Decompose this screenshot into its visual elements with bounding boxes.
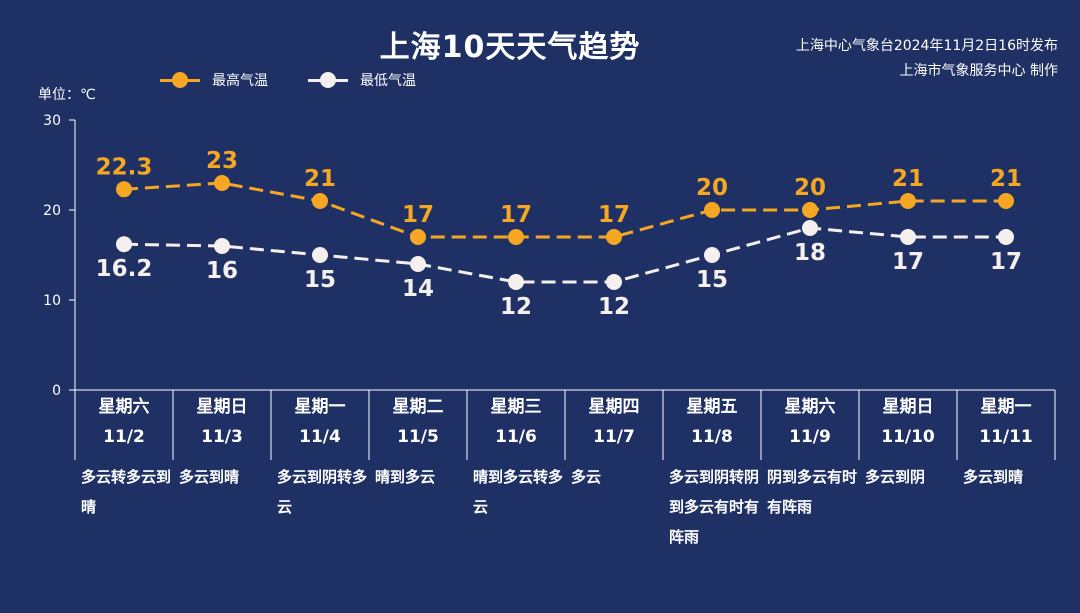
data-label-high: 17 <box>598 202 630 228</box>
data-point-low <box>116 236 132 253</box>
data-label-high: 20 <box>696 175 728 201</box>
weather-description: 多云到阴转阴到多云有时有阵雨 <box>669 468 760 546</box>
weekday-label: 星期四 <box>588 397 640 417</box>
data-point-high <box>116 181 132 198</box>
data-label-low: 16 <box>206 258 238 284</box>
weather-description: 多云转多云到晴 <box>81 468 172 516</box>
source-line-1: 上海中心气象台2024年11月2日16时发布 <box>795 38 1058 54</box>
weekday-label: 星期日 <box>882 397 934 417</box>
data-point-high <box>802 202 818 218</box>
data-label-low: 14 <box>402 276 434 302</box>
data-label-high: 21 <box>990 166 1022 192</box>
legend-label-high: 最高气温 <box>212 73 268 89</box>
data-point-low <box>704 247 720 263</box>
weekday-label: 星期五 <box>686 397 738 417</box>
data-label-low: 17 <box>990 249 1022 275</box>
data-label-high: 21 <box>304 166 336 192</box>
date-label: 11/8 <box>691 427 733 447</box>
y-tick-label: 10 <box>43 293 61 309</box>
data-label-high: 23 <box>206 148 238 174</box>
weekday-label: 星期二 <box>392 397 444 417</box>
date-label: 11/10 <box>881 427 935 447</box>
day-header: 星期六 11/2 <box>75 392 173 452</box>
legend-item-high: 最高气温 <box>160 70 268 90</box>
data-point-high <box>900 193 916 209</box>
day-header: 星期二 11/5 <box>369 392 467 452</box>
data-point-low <box>508 274 524 290</box>
legend-item-low: 最低气温 <box>308 70 416 90</box>
day-header: 星期三 11/6 <box>467 392 565 452</box>
data-label-high: 20 <box>794 175 826 201</box>
data-point-low <box>410 256 426 272</box>
legend-swatch-low <box>308 70 348 90</box>
data-point-high <box>312 193 328 209</box>
data-label-high: 21 <box>892 166 924 192</box>
legend-swatch-high <box>160 70 200 90</box>
chart-legend: 最高气温 最低气温 <box>160 70 416 90</box>
data-point-low <box>802 220 818 236</box>
data-point-low <box>312 247 328 263</box>
weather-description: 多云到晴 <box>179 468 240 486</box>
series-line-low <box>123 226 1006 284</box>
data-label-low: 16.2 <box>96 256 153 282</box>
date-label: 11/3 <box>201 427 243 447</box>
data-label-low: 12 <box>500 294 532 320</box>
data-point-high <box>410 229 426 245</box>
weather-description: 多云到晴 <box>963 468 1024 486</box>
weekday-label: 星期一 <box>294 397 346 417</box>
data-point-low <box>900 229 916 245</box>
series-line-high <box>123 181 1006 239</box>
date-label: 11/7 <box>593 427 635 447</box>
date-label: 11/11 <box>979 427 1033 447</box>
day-header: 星期日 11/10 <box>859 392 957 452</box>
data-point-low <box>998 229 1014 245</box>
weather-description: 晴到多云 <box>375 468 436 486</box>
data-label-high: 17 <box>402 202 434 228</box>
data-label-high: 17 <box>500 202 532 228</box>
data-point-high <box>998 193 1014 209</box>
weekday-label: 星期日 <box>196 397 248 417</box>
y-tick-label: 0 <box>52 383 61 399</box>
date-label: 11/9 <box>789 427 831 447</box>
data-label-low: 15 <box>304 267 336 293</box>
data-point-high <box>214 175 230 191</box>
y-axis-unit-label: 单位：℃ <box>38 87 96 103</box>
weekday-label: 星期一 <box>980 397 1032 417</box>
source-line-2: 上海市气象服务中心 制作 <box>899 63 1058 79</box>
weekday-label: 星期六 <box>784 397 836 417</box>
data-point-high <box>704 202 720 218</box>
data-label-low: 15 <box>696 267 728 293</box>
weather-description: 晴到多云转多云 <box>473 468 564 516</box>
data-point-low <box>606 274 622 290</box>
date-label: 11/6 <box>495 427 537 447</box>
data-label-low: 17 <box>892 249 924 275</box>
data-label-high: 22.3 <box>96 154 153 180</box>
day-header: 星期一 11/4 <box>271 392 369 452</box>
legend-label-low: 最低气温 <box>360 73 416 89</box>
date-label: 11/5 <box>397 427 439 447</box>
weather-description: 多云到阴转多云 <box>277 468 368 516</box>
weekday-label: 星期三 <box>490 397 542 417</box>
data-label-low: 18 <box>794 240 826 266</box>
date-label: 11/2 <box>103 427 145 447</box>
weather-description: 多云到阴 <box>865 468 926 486</box>
weather-description: 多云 <box>571 468 602 486</box>
data-point-high <box>606 229 622 245</box>
weather-description: 阴到多云有时有阵雨 <box>767 468 858 516</box>
data-point-low <box>214 238 230 254</box>
day-header: 星期六 11/9 <box>761 392 859 452</box>
source-info: 上海中心气象台2024年11月2日16时发布 上海市气象服务中心 制作 <box>796 34 1058 84</box>
date-label: 11/4 <box>299 427 341 447</box>
y-tick-label: 20 <box>43 203 61 219</box>
data-point-high <box>508 229 524 245</box>
weekday-label: 星期六 <box>98 397 150 417</box>
page-title: 上海10天天气趋势 <box>379 30 641 65</box>
day-header: 星期日 11/3 <box>173 392 271 452</box>
day-header: 星期四 11/7 <box>565 392 663 452</box>
y-tick-label: 30 <box>43 113 61 129</box>
day-header: 星期五 11/8 <box>663 392 761 452</box>
data-label-low: 12 <box>598 294 630 320</box>
day-header: 星期一 11/11 <box>957 392 1055 452</box>
